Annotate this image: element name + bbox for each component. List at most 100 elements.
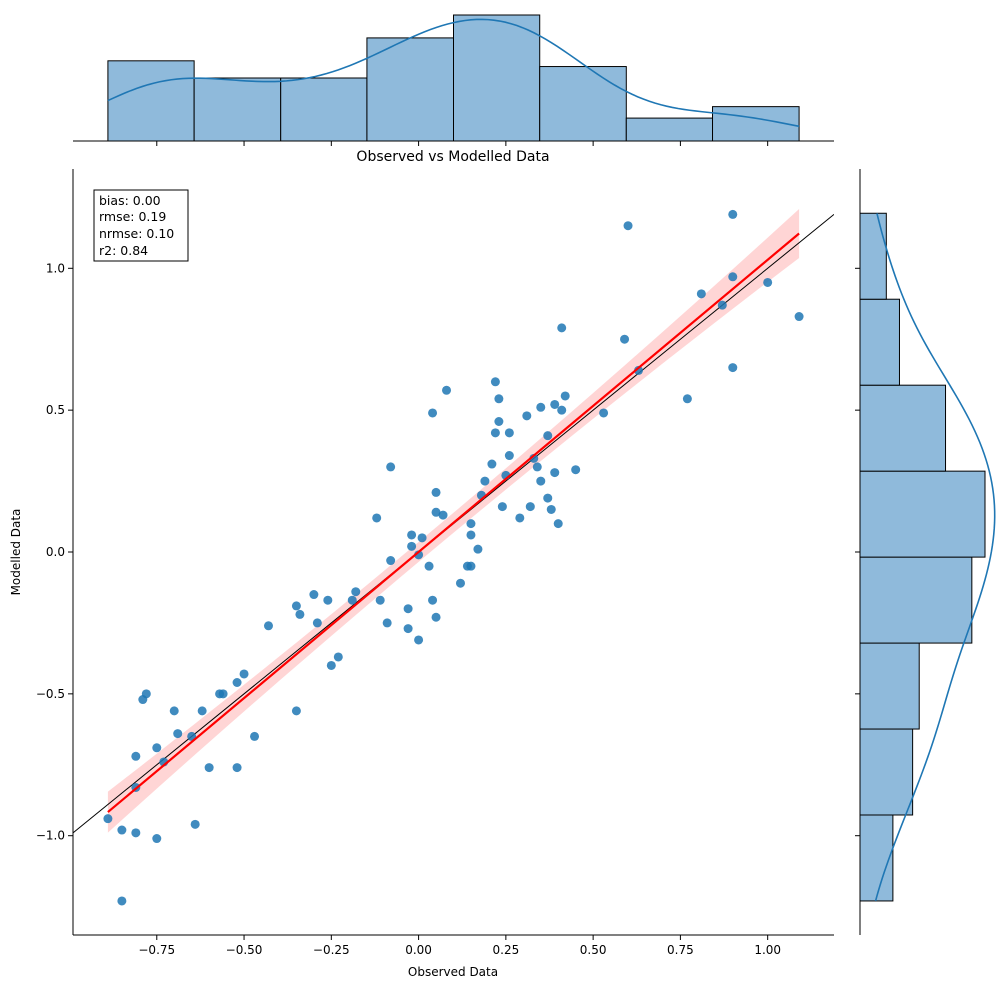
data-point [117, 825, 127, 835]
data-point [152, 743, 162, 753]
y-axis-label: Modelled Data [9, 509, 23, 596]
data-point [543, 493, 553, 503]
data-point [190, 819, 200, 829]
regression-line [107, 232, 800, 813]
data-point [553, 519, 563, 529]
y-tick-label: 0.5 [46, 403, 65, 417]
x-tick-label: −0.75 [138, 943, 175, 957]
data-point [504, 428, 514, 438]
chart-title: Observed vs Modelled Data [356, 149, 549, 165]
data-point [232, 763, 242, 773]
data-point [466, 561, 476, 571]
data-point [131, 828, 141, 838]
data-point [414, 635, 424, 645]
data-point [431, 507, 441, 517]
data-point [571, 465, 581, 475]
main-scatter-plot: −0.75 −0.50 −0.25 0.00 0.25 0.50 0.75 1.00 −1.0 −… [36, 169, 834, 957]
x-axis-label: Observed Data [408, 965, 498, 979]
data-point [466, 519, 476, 529]
data-point [141, 689, 151, 699]
data-point [131, 751, 141, 761]
x-tick-label: 0.75 [667, 943, 694, 957]
data-point [599, 408, 609, 418]
x-tick-label: 0.00 [405, 943, 432, 957]
data-point [309, 590, 319, 600]
x-histogram-bar [366, 37, 454, 142]
data-point [428, 595, 438, 605]
stat-r2: r2: 0.84 [99, 243, 148, 258]
data-point [490, 428, 500, 438]
stats-box: bias: 0.00 rmse: 0.19 nrmse: 0.10 r2: 0.… [93, 189, 189, 262]
data-point [291, 706, 301, 716]
data-point [323, 595, 333, 605]
x-histogram-bar [625, 117, 714, 142]
right-marginal-histogram [855, 169, 996, 935]
x-histogram-bar [280, 77, 368, 142]
data-point [682, 394, 692, 404]
y-histogram-bar [859, 470, 986, 558]
y-histogram-bar [859, 298, 900, 386]
data-point [557, 405, 567, 415]
data-point [103, 814, 113, 824]
data-point [763, 277, 773, 287]
data-point [347, 595, 357, 605]
y-histogram-bar [859, 642, 920, 730]
data-point [623, 221, 633, 231]
x-tick-label: 0.50 [580, 943, 607, 957]
data-point [295, 609, 305, 619]
y-tick-label: −1.0 [36, 829, 65, 843]
data-point [543, 431, 553, 441]
data-point [204, 763, 214, 773]
data-point [480, 476, 490, 486]
stat-bias: bias: 0.00 [99, 193, 161, 208]
data-point [312, 618, 322, 628]
data-point [263, 621, 273, 631]
x-histogram-bar [539, 66, 627, 142]
data-point [428, 408, 438, 418]
data-point [291, 601, 301, 611]
data-point [515, 513, 525, 523]
data-point [250, 731, 260, 741]
data-point [497, 502, 507, 512]
x-kde-curve [107, 18, 800, 128]
x-histogram-bar [193, 77, 282, 142]
data-point [536, 476, 546, 486]
data-point [407, 541, 417, 551]
confidence-band [107, 208, 800, 833]
data-point [634, 365, 644, 375]
data-point [473, 544, 483, 554]
x-tick-label: 1.00 [754, 943, 781, 957]
y-tick-label: 1.0 [46, 261, 65, 275]
y-kde-curve [874, 213, 996, 902]
data-point [522, 411, 532, 421]
data-point [232, 678, 242, 688]
data-point [152, 834, 162, 844]
y-histogram-bar [859, 212, 887, 300]
data-point [557, 323, 567, 333]
data-point [403, 604, 413, 614]
x-tick-label: 0.25 [493, 943, 520, 957]
data-point [117, 896, 127, 906]
data-point [424, 561, 434, 571]
x-histogram-bar [107, 60, 195, 142]
data-point [494, 394, 504, 404]
data-point [550, 399, 560, 409]
data-point [442, 385, 452, 395]
data-point [717, 300, 727, 310]
y-histogram-bar [859, 728, 914, 816]
data-point [351, 587, 361, 597]
stat-rmse: rmse: 0.19 [99, 209, 166, 224]
data-point [326, 660, 336, 670]
data-point [431, 487, 441, 497]
data-point [546, 504, 556, 514]
data-point [536, 402, 546, 412]
data-point [794, 312, 804, 322]
data-point [382, 618, 392, 628]
data-point [169, 706, 179, 716]
data-point [438, 510, 448, 520]
y-histogram-bar [859, 556, 973, 644]
data-point [490, 377, 500, 387]
data-point [386, 556, 396, 566]
data-point [494, 416, 504, 426]
